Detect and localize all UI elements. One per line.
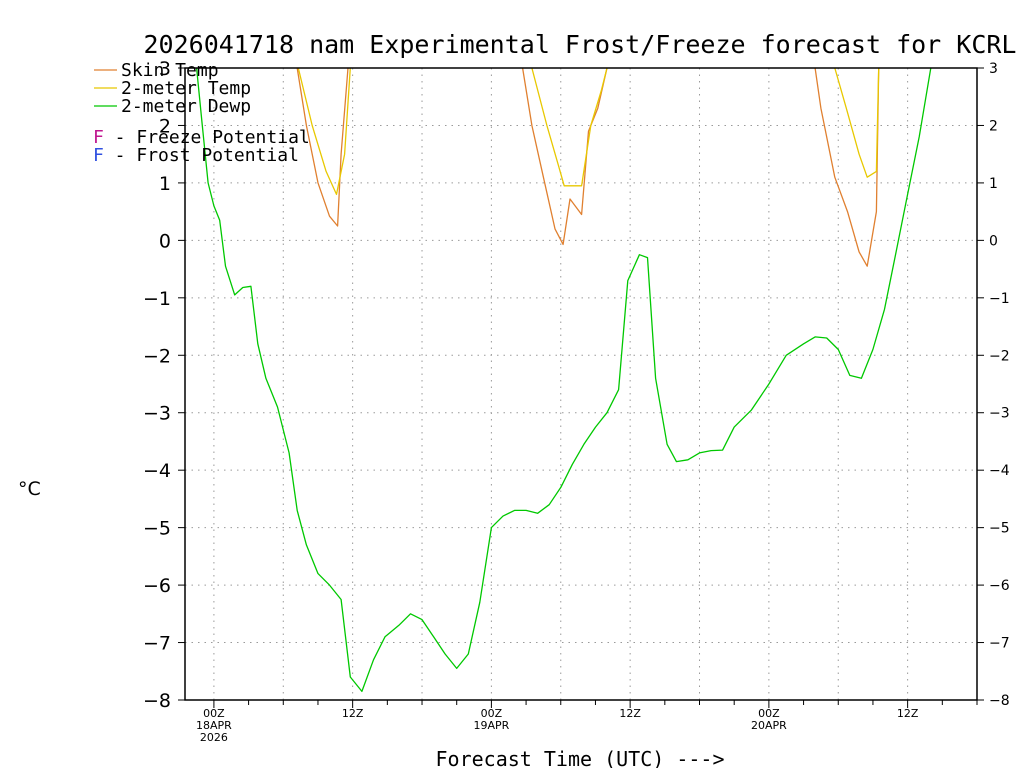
y-tick-label-left: −1 xyxy=(143,288,171,310)
legend-label: 2-meter Dewp xyxy=(121,96,251,117)
y-axis-right: 3 2 1 0 −1 −2 −3 −4 −5 −6 −7 −8 xyxy=(977,61,1010,709)
potential-legend-item: F - Frost Potential xyxy=(93,145,299,166)
potential-legend-item: F - Freeze Potential xyxy=(93,127,310,148)
y-tick-label-left: −7 xyxy=(143,633,171,655)
chart-title: 2026041718 nam Experimental Frost/Freeze… xyxy=(144,30,1017,59)
x-tick-label: 12Z xyxy=(342,707,364,720)
y-tick-label-left: −6 xyxy=(143,575,171,597)
grid-lines xyxy=(185,68,977,700)
series-line-2-meter-dewp xyxy=(195,68,932,693)
y-tick-label-left: −8 xyxy=(143,690,171,712)
y-tick-label-right: −2 xyxy=(989,348,1010,364)
x-axis-label: Forecast Time (UTC) ---> xyxy=(436,747,725,768)
y-tick-label-right: −3 xyxy=(989,406,1010,422)
y-tick-label-left: −2 xyxy=(143,345,171,367)
x-tick-label: 12Z xyxy=(619,707,641,720)
y-tick-label-left: 1 xyxy=(159,173,171,195)
series-line-2-meter-temp xyxy=(834,68,880,178)
x-tick-label: 00Z 18APR 2026 xyxy=(196,707,232,744)
legend-label: 2-meter Temp xyxy=(121,78,251,99)
y-tick-label-right: 3 xyxy=(989,61,998,77)
y-tick-label-left: −3 xyxy=(143,403,171,425)
y-tick-label-right: −6 xyxy=(989,578,1010,594)
y-axis-label: °C xyxy=(18,478,41,500)
y-tick-label-left: −4 xyxy=(143,460,171,482)
y-tick-label-right: 1 xyxy=(989,176,998,192)
y-tick-label-left: 3 xyxy=(159,58,171,80)
y-tick-label-right: −1 xyxy=(989,291,1010,307)
y-tick-label-right: 0 xyxy=(989,233,998,249)
y-axis-left: 3 2 1 0 −1 −2 −3 −4 −5 −6 −7 −8 xyxy=(143,58,185,712)
x-tick-label: 00Z 20APR xyxy=(751,707,787,732)
y-tick-label-left: 0 xyxy=(159,230,171,252)
series-line-2-meter-temp xyxy=(531,68,608,187)
series-line-skin-temp xyxy=(296,68,349,227)
y-tick-label-right: −8 xyxy=(989,693,1010,709)
y-tick-label-right: −5 xyxy=(989,521,1010,537)
y-tick-label-right: −7 xyxy=(989,636,1010,652)
x-axis: 00Z18APR202612Z00Z19APR12Z00Z20APR12Z00Z… xyxy=(196,700,978,744)
y-tick-label-left: 2 xyxy=(159,115,171,137)
legend-label: Skin Temp xyxy=(121,60,219,81)
x-tick-label: 00Z 19APR xyxy=(473,707,509,732)
y-tick-label-left: −5 xyxy=(143,518,171,540)
series-line-2-meter-temp xyxy=(297,68,351,196)
y-tick-label-right: 2 xyxy=(989,118,998,134)
plot-area xyxy=(195,68,932,693)
plot-frame xyxy=(184,67,978,701)
y-tick-label-right: −4 xyxy=(989,463,1010,479)
x-tick-label: 12Z xyxy=(897,707,919,720)
series-line-skin-temp xyxy=(814,68,880,267)
